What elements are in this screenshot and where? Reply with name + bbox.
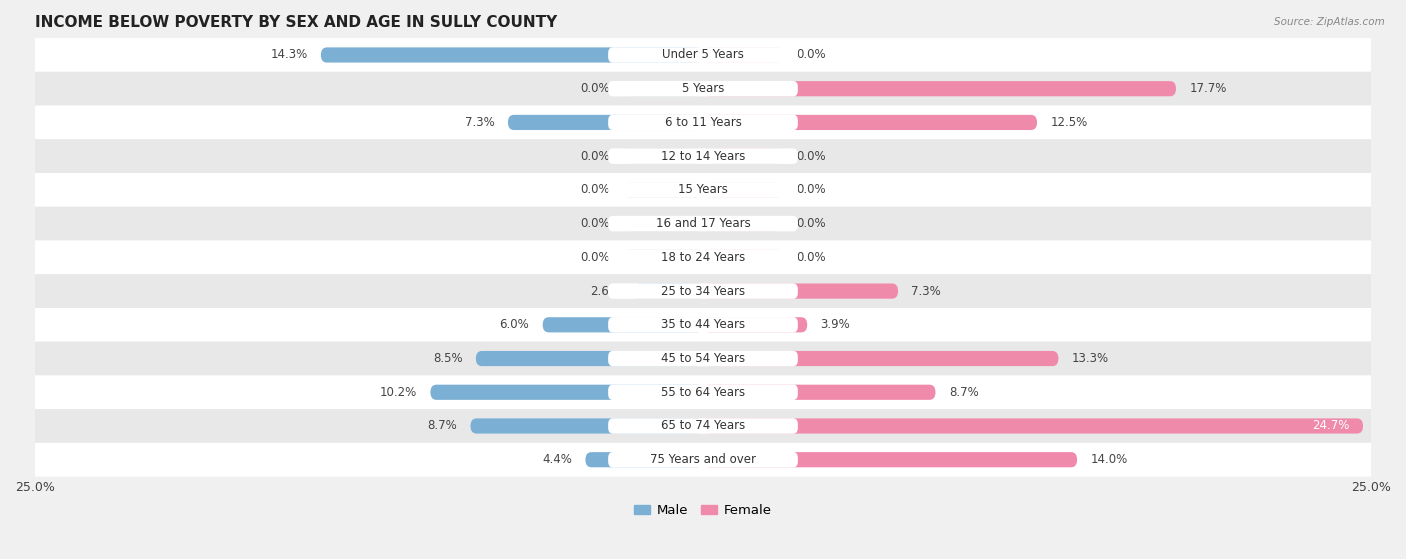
Text: 0.0%: 0.0%: [797, 217, 827, 230]
FancyBboxPatch shape: [609, 418, 797, 434]
Text: 18 to 24 Years: 18 to 24 Years: [661, 251, 745, 264]
FancyBboxPatch shape: [35, 274, 1371, 308]
Text: 16 and 17 Years: 16 and 17 Years: [655, 217, 751, 230]
FancyBboxPatch shape: [35, 173, 1371, 207]
Text: 14.3%: 14.3%: [270, 49, 308, 61]
Text: 8.5%: 8.5%: [433, 352, 463, 365]
FancyBboxPatch shape: [609, 283, 797, 299]
FancyBboxPatch shape: [35, 409, 1371, 443]
Text: 65 to 74 Years: 65 to 74 Years: [661, 419, 745, 433]
Text: 7.3%: 7.3%: [465, 116, 495, 129]
FancyBboxPatch shape: [35, 139, 1371, 173]
Text: 14.0%: 14.0%: [1091, 453, 1128, 466]
Text: 75 Years and over: 75 Years and over: [650, 453, 756, 466]
Text: 0.0%: 0.0%: [579, 183, 609, 196]
FancyBboxPatch shape: [35, 38, 1371, 72]
FancyBboxPatch shape: [703, 149, 783, 164]
FancyBboxPatch shape: [609, 81, 797, 97]
Text: 10.2%: 10.2%: [380, 386, 418, 399]
Text: 45 to 54 Years: 45 to 54 Years: [661, 352, 745, 365]
FancyBboxPatch shape: [703, 351, 1059, 366]
FancyBboxPatch shape: [35, 308, 1371, 342]
Legend: Male, Female: Male, Female: [628, 499, 778, 523]
FancyBboxPatch shape: [543, 317, 703, 333]
Text: 6.0%: 6.0%: [499, 318, 529, 331]
FancyBboxPatch shape: [634, 283, 703, 299]
FancyBboxPatch shape: [703, 48, 783, 63]
FancyBboxPatch shape: [703, 81, 1175, 96]
Text: 8.7%: 8.7%: [427, 419, 457, 433]
FancyBboxPatch shape: [35, 376, 1371, 409]
Text: 0.0%: 0.0%: [797, 150, 827, 163]
FancyBboxPatch shape: [703, 250, 783, 265]
FancyBboxPatch shape: [609, 351, 797, 366]
FancyBboxPatch shape: [703, 283, 898, 299]
Text: 15 Years: 15 Years: [678, 183, 728, 196]
Text: 4.4%: 4.4%: [543, 453, 572, 466]
FancyBboxPatch shape: [35, 240, 1371, 274]
Text: 6 to 11 Years: 6 to 11 Years: [665, 116, 741, 129]
FancyBboxPatch shape: [703, 452, 1077, 467]
Text: 0.0%: 0.0%: [579, 217, 609, 230]
Text: 55 to 64 Years: 55 to 64 Years: [661, 386, 745, 399]
FancyBboxPatch shape: [703, 216, 783, 231]
Text: 25 to 34 Years: 25 to 34 Years: [661, 285, 745, 297]
FancyBboxPatch shape: [623, 250, 703, 265]
FancyBboxPatch shape: [703, 182, 783, 197]
Text: 13.3%: 13.3%: [1071, 352, 1109, 365]
Text: 17.7%: 17.7%: [1189, 82, 1226, 95]
FancyBboxPatch shape: [35, 72, 1371, 106]
FancyBboxPatch shape: [471, 418, 703, 434]
Text: 0.0%: 0.0%: [579, 251, 609, 264]
Text: 0.0%: 0.0%: [579, 150, 609, 163]
FancyBboxPatch shape: [609, 115, 797, 130]
FancyBboxPatch shape: [609, 182, 797, 198]
Text: 0.0%: 0.0%: [797, 251, 827, 264]
Text: 24.7%: 24.7%: [1312, 419, 1350, 433]
Text: Under 5 Years: Under 5 Years: [662, 49, 744, 61]
FancyBboxPatch shape: [703, 317, 807, 333]
FancyBboxPatch shape: [35, 106, 1371, 139]
FancyBboxPatch shape: [35, 207, 1371, 240]
FancyBboxPatch shape: [609, 148, 797, 164]
Text: 0.0%: 0.0%: [797, 49, 827, 61]
FancyBboxPatch shape: [623, 216, 703, 231]
FancyBboxPatch shape: [508, 115, 703, 130]
FancyBboxPatch shape: [609, 47, 797, 63]
FancyBboxPatch shape: [609, 385, 797, 400]
FancyBboxPatch shape: [609, 452, 797, 467]
FancyBboxPatch shape: [430, 385, 703, 400]
Text: INCOME BELOW POVERTY BY SEX AND AGE IN SULLY COUNTY: INCOME BELOW POVERTY BY SEX AND AGE IN S…: [35, 15, 557, 30]
FancyBboxPatch shape: [321, 48, 703, 63]
FancyBboxPatch shape: [35, 342, 1371, 376]
FancyBboxPatch shape: [585, 452, 703, 467]
Text: 2.6%: 2.6%: [591, 285, 620, 297]
Text: 35 to 44 Years: 35 to 44 Years: [661, 318, 745, 331]
FancyBboxPatch shape: [623, 81, 703, 96]
Text: 0.0%: 0.0%: [579, 82, 609, 95]
Text: 12.5%: 12.5%: [1050, 116, 1088, 129]
Text: 3.9%: 3.9%: [821, 318, 851, 331]
FancyBboxPatch shape: [35, 443, 1371, 477]
FancyBboxPatch shape: [703, 115, 1038, 130]
FancyBboxPatch shape: [609, 216, 797, 231]
Text: Source: ZipAtlas.com: Source: ZipAtlas.com: [1274, 17, 1385, 27]
Text: 5 Years: 5 Years: [682, 82, 724, 95]
Text: 0.0%: 0.0%: [797, 183, 827, 196]
FancyBboxPatch shape: [623, 149, 703, 164]
FancyBboxPatch shape: [623, 182, 703, 197]
FancyBboxPatch shape: [475, 351, 703, 366]
FancyBboxPatch shape: [609, 317, 797, 333]
Text: 8.7%: 8.7%: [949, 386, 979, 399]
Text: 12 to 14 Years: 12 to 14 Years: [661, 150, 745, 163]
FancyBboxPatch shape: [609, 249, 797, 265]
FancyBboxPatch shape: [703, 385, 935, 400]
FancyBboxPatch shape: [703, 418, 1362, 434]
Text: 7.3%: 7.3%: [911, 285, 941, 297]
